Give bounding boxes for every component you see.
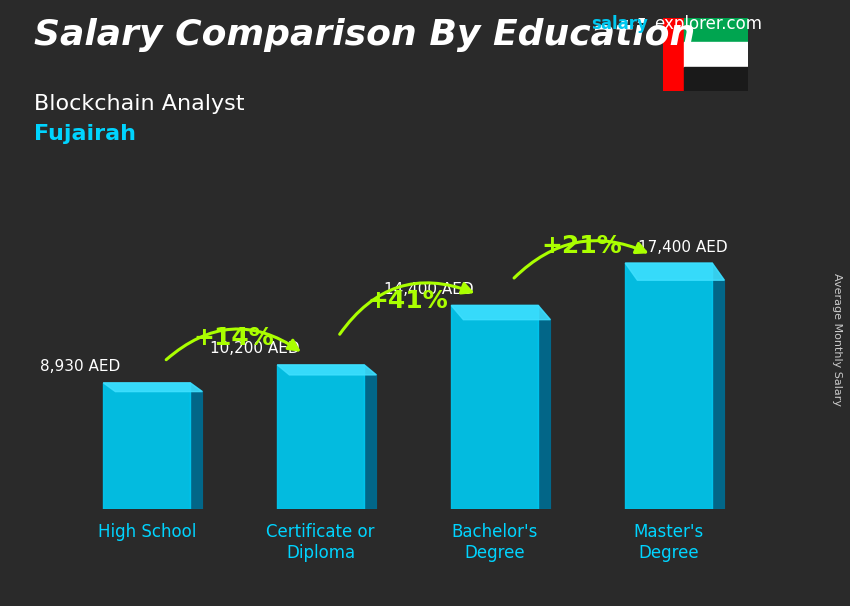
Bar <box>451 305 538 509</box>
Polygon shape <box>626 263 724 280</box>
Bar <box>684 18 748 42</box>
Polygon shape <box>103 383 202 391</box>
Bar <box>277 365 364 509</box>
Text: 10,200 AED: 10,200 AED <box>210 341 299 356</box>
Polygon shape <box>538 305 551 509</box>
Text: +21%: +21% <box>541 234 622 258</box>
Text: explorer.com: explorer.com <box>654 15 762 33</box>
Text: Blockchain Analyst: Blockchain Analyst <box>34 94 245 114</box>
Text: +14%: +14% <box>193 325 274 350</box>
Polygon shape <box>277 365 377 375</box>
Text: +41%: +41% <box>367 289 448 313</box>
Text: salary: salary <box>591 15 648 33</box>
Text: Salary Comparison By Education: Salary Comparison By Education <box>34 18 695 52</box>
Bar <box>684 42 748 67</box>
Text: 17,400 AED: 17,400 AED <box>638 239 728 255</box>
Polygon shape <box>451 305 551 320</box>
Bar <box>626 263 712 509</box>
Polygon shape <box>190 383 202 509</box>
Bar <box>684 67 748 91</box>
Text: Fujairah: Fujairah <box>34 124 136 144</box>
Bar <box>663 18 684 91</box>
Polygon shape <box>712 263 724 509</box>
Text: 8,930 AED: 8,930 AED <box>41 359 121 375</box>
Bar <box>103 383 190 509</box>
Text: 14,400 AED: 14,400 AED <box>383 282 473 297</box>
Text: Average Monthly Salary: Average Monthly Salary <box>832 273 842 406</box>
Polygon shape <box>364 365 377 509</box>
